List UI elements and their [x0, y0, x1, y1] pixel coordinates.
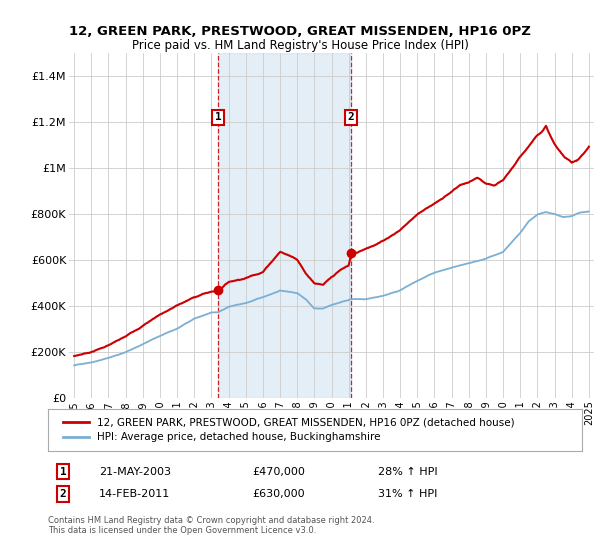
- Text: 2: 2: [59, 489, 67, 499]
- Text: 21-MAY-2003: 21-MAY-2003: [99, 466, 171, 477]
- Bar: [218, 53, 351, 398]
- Text: £470,000: £470,000: [252, 466, 305, 477]
- Text: 31% ↑ HPI: 31% ↑ HPI: [378, 489, 437, 499]
- Text: 1: 1: [59, 466, 67, 477]
- Text: 14-FEB-2011: 14-FEB-2011: [99, 489, 170, 499]
- Text: Contains HM Land Registry data © Crown copyright and database right 2024.
This d: Contains HM Land Registry data © Crown c…: [48, 516, 374, 535]
- Text: 2: 2: [347, 113, 354, 123]
- Text: 12, GREEN PARK, PRESTWOOD, GREAT MISSENDEN, HP16 0PZ: 12, GREEN PARK, PRESTWOOD, GREAT MISSEND…: [69, 25, 531, 38]
- Text: 28% ↑ HPI: 28% ↑ HPI: [378, 466, 437, 477]
- Legend: 12, GREEN PARK, PRESTWOOD, GREAT MISSENDEN, HP16 0PZ (detached house), HPI: Aver: 12, GREEN PARK, PRESTWOOD, GREAT MISSEND…: [59, 413, 519, 446]
- Text: £630,000: £630,000: [252, 489, 305, 499]
- Text: 1: 1: [215, 113, 221, 123]
- Text: Price paid vs. HM Land Registry's House Price Index (HPI): Price paid vs. HM Land Registry's House …: [131, 39, 469, 52]
